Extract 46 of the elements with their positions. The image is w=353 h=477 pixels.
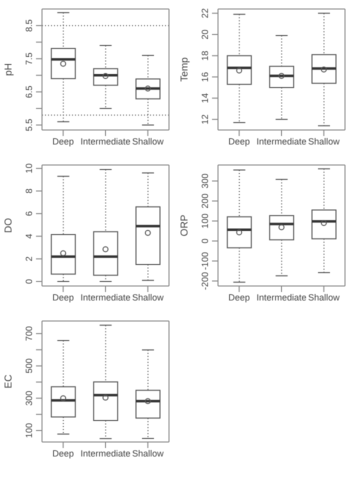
y-tick-label: 5.5 [24,118,34,132]
y-tick-label: 22 [200,8,210,18]
y-tick-label: 10 [24,163,34,174]
x-tick-label: Intermediate [256,136,307,146]
y-tick-label: -200 [200,272,210,290]
y-axis-title: Temp [180,56,191,82]
y-axis-title: DO [4,218,15,233]
y-axis-title: EC [4,374,15,388]
x-tick-label: Shallow [308,292,340,302]
x-tick-label: Deep [228,136,250,146]
y-tick-label: 6 [24,211,34,216]
y-tick-label: 200 [200,193,210,209]
y-tick-label: 500 [24,358,34,374]
x-tick-label: Intermediate [80,136,131,146]
x-tick-label: Deep [52,292,74,302]
y-tick-label: 20 [200,29,210,40]
x-tick-label: Intermediate [80,448,131,458]
y-tick-label: 100 [24,423,34,438]
y-tick-label: -100 [200,252,210,270]
x-tick-label: Intermediate [256,292,307,302]
x-tick-label: Deep [228,292,250,302]
y-tick-label: 0 [200,238,210,244]
x-tick-label: Shallow [132,136,164,146]
y-tick-label: 8 [24,188,34,194]
y-axis-title: pH [4,63,15,76]
x-tick-label: Intermediate [80,292,131,302]
x-tick-label: Deep [52,448,74,458]
y-tick-label: 300 [24,390,34,406]
y-tick-label: 6.5 [24,86,34,98]
y-tick-label: 300 [200,173,210,189]
y-tick-label: 18 [200,50,210,61]
y-axis-title: ORP [180,214,191,236]
y-tick-label: 4 [24,234,34,239]
y-tick-label: 0 [24,278,34,284]
y-tick-label: 700 [24,326,34,342]
y-tick-label: 2 [24,256,34,262]
y-tick-label: 12 [200,114,210,124]
x-tick-label: Shallow [132,292,164,302]
y-tick-label: 16 [200,72,210,82]
y-tick-label: 100 [200,213,210,229]
y-tick-label: 7.5 [24,52,34,65]
y-tick-label: 8.5 [24,19,34,32]
x-tick-label: Deep [52,136,74,146]
y-tick-label: 14 [200,93,210,104]
x-tick-label: Shallow [132,448,164,458]
x-tick-label: Shallow [308,136,340,146]
